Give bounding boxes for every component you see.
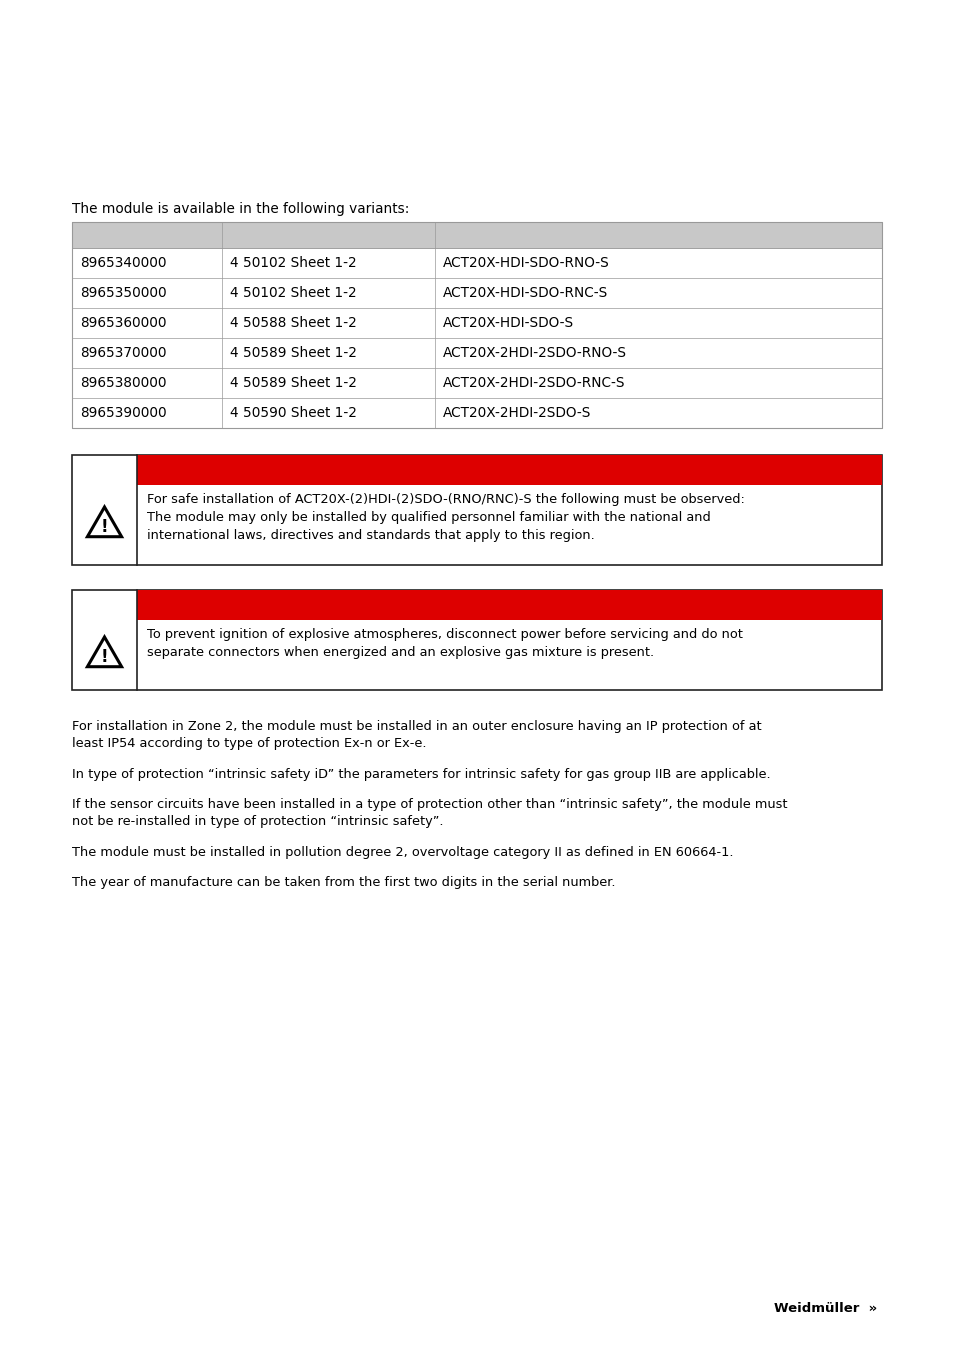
Text: ACT20X-2HDI-2SDO-RNO-S: ACT20X-2HDI-2SDO-RNO-S xyxy=(442,346,626,360)
Text: 4 50588 Sheet 1-2: 4 50588 Sheet 1-2 xyxy=(230,316,356,329)
Bar xyxy=(71,221,882,428)
Text: The module must be installed in pollution degree 2, overvoltage category II as d: The module must be installed in pollutio… xyxy=(71,846,733,859)
Text: In type of protection “intrinsic safety iD” the parameters for intrinsic safety : In type of protection “intrinsic safety … xyxy=(71,768,770,782)
Text: To prevent ignition of explosive atmospheres, disconnect power before servicing : To prevent ignition of explosive atmosph… xyxy=(147,628,742,659)
Text: The year of manufacture can be taken from the first two digits in the serial num: The year of manufacture can be taken fro… xyxy=(71,876,615,890)
Bar xyxy=(137,455,882,485)
Text: 8965340000: 8965340000 xyxy=(80,256,167,270)
Bar xyxy=(71,221,882,248)
Text: 8965390000: 8965390000 xyxy=(80,406,167,420)
Text: Weidmüller  »: Weidmüller » xyxy=(773,1301,876,1315)
Text: !: ! xyxy=(101,518,109,536)
Text: 4 50589 Sheet 1-2: 4 50589 Sheet 1-2 xyxy=(230,346,356,360)
Bar xyxy=(71,590,882,690)
Text: ACT20X-HDI-SDO-RNC-S: ACT20X-HDI-SDO-RNC-S xyxy=(442,286,608,300)
Bar xyxy=(137,590,882,620)
Bar xyxy=(71,248,882,278)
Text: 4 50102 Sheet 1-2: 4 50102 Sheet 1-2 xyxy=(230,256,356,270)
Text: For installation in Zone 2, the module must be installed in an outer enclosure h: For installation in Zone 2, the module m… xyxy=(71,720,760,751)
Text: ACT20X-2HDI-2SDO-S: ACT20X-2HDI-2SDO-S xyxy=(442,406,591,420)
Bar xyxy=(71,278,882,308)
Text: 8965380000: 8965380000 xyxy=(80,377,167,390)
Text: If the sensor circuits have been installed in a type of protection other than “i: If the sensor circuits have been install… xyxy=(71,798,786,829)
Text: 4 50102 Sheet 1-2: 4 50102 Sheet 1-2 xyxy=(230,286,356,300)
Bar xyxy=(71,369,882,398)
Text: ACT20X-2HDI-2SDO-RNC-S: ACT20X-2HDI-2SDO-RNC-S xyxy=(442,377,625,390)
Bar xyxy=(71,338,882,369)
Text: 8965360000: 8965360000 xyxy=(80,316,167,329)
Text: ACT20X-HDI-SDO-RNO-S: ACT20X-HDI-SDO-RNO-S xyxy=(442,256,609,270)
Text: 8965350000: 8965350000 xyxy=(80,286,167,300)
Bar xyxy=(71,455,882,566)
Text: 4 50589 Sheet 1-2: 4 50589 Sheet 1-2 xyxy=(230,377,356,390)
Text: The module is available in the following variants:: The module is available in the following… xyxy=(71,202,409,216)
Text: 8965370000: 8965370000 xyxy=(80,346,167,360)
Text: For safe installation of ACT20X-(2)HDI-(2)SDO-(RNO/RNC)-S the following must be : For safe installation of ACT20X-(2)HDI-(… xyxy=(147,493,744,541)
Text: 4 50590 Sheet 1-2: 4 50590 Sheet 1-2 xyxy=(230,406,356,420)
Text: !: ! xyxy=(101,648,109,666)
Bar xyxy=(71,308,882,338)
Text: ACT20X-HDI-SDO-S: ACT20X-HDI-SDO-S xyxy=(442,316,574,329)
Bar xyxy=(71,398,882,428)
